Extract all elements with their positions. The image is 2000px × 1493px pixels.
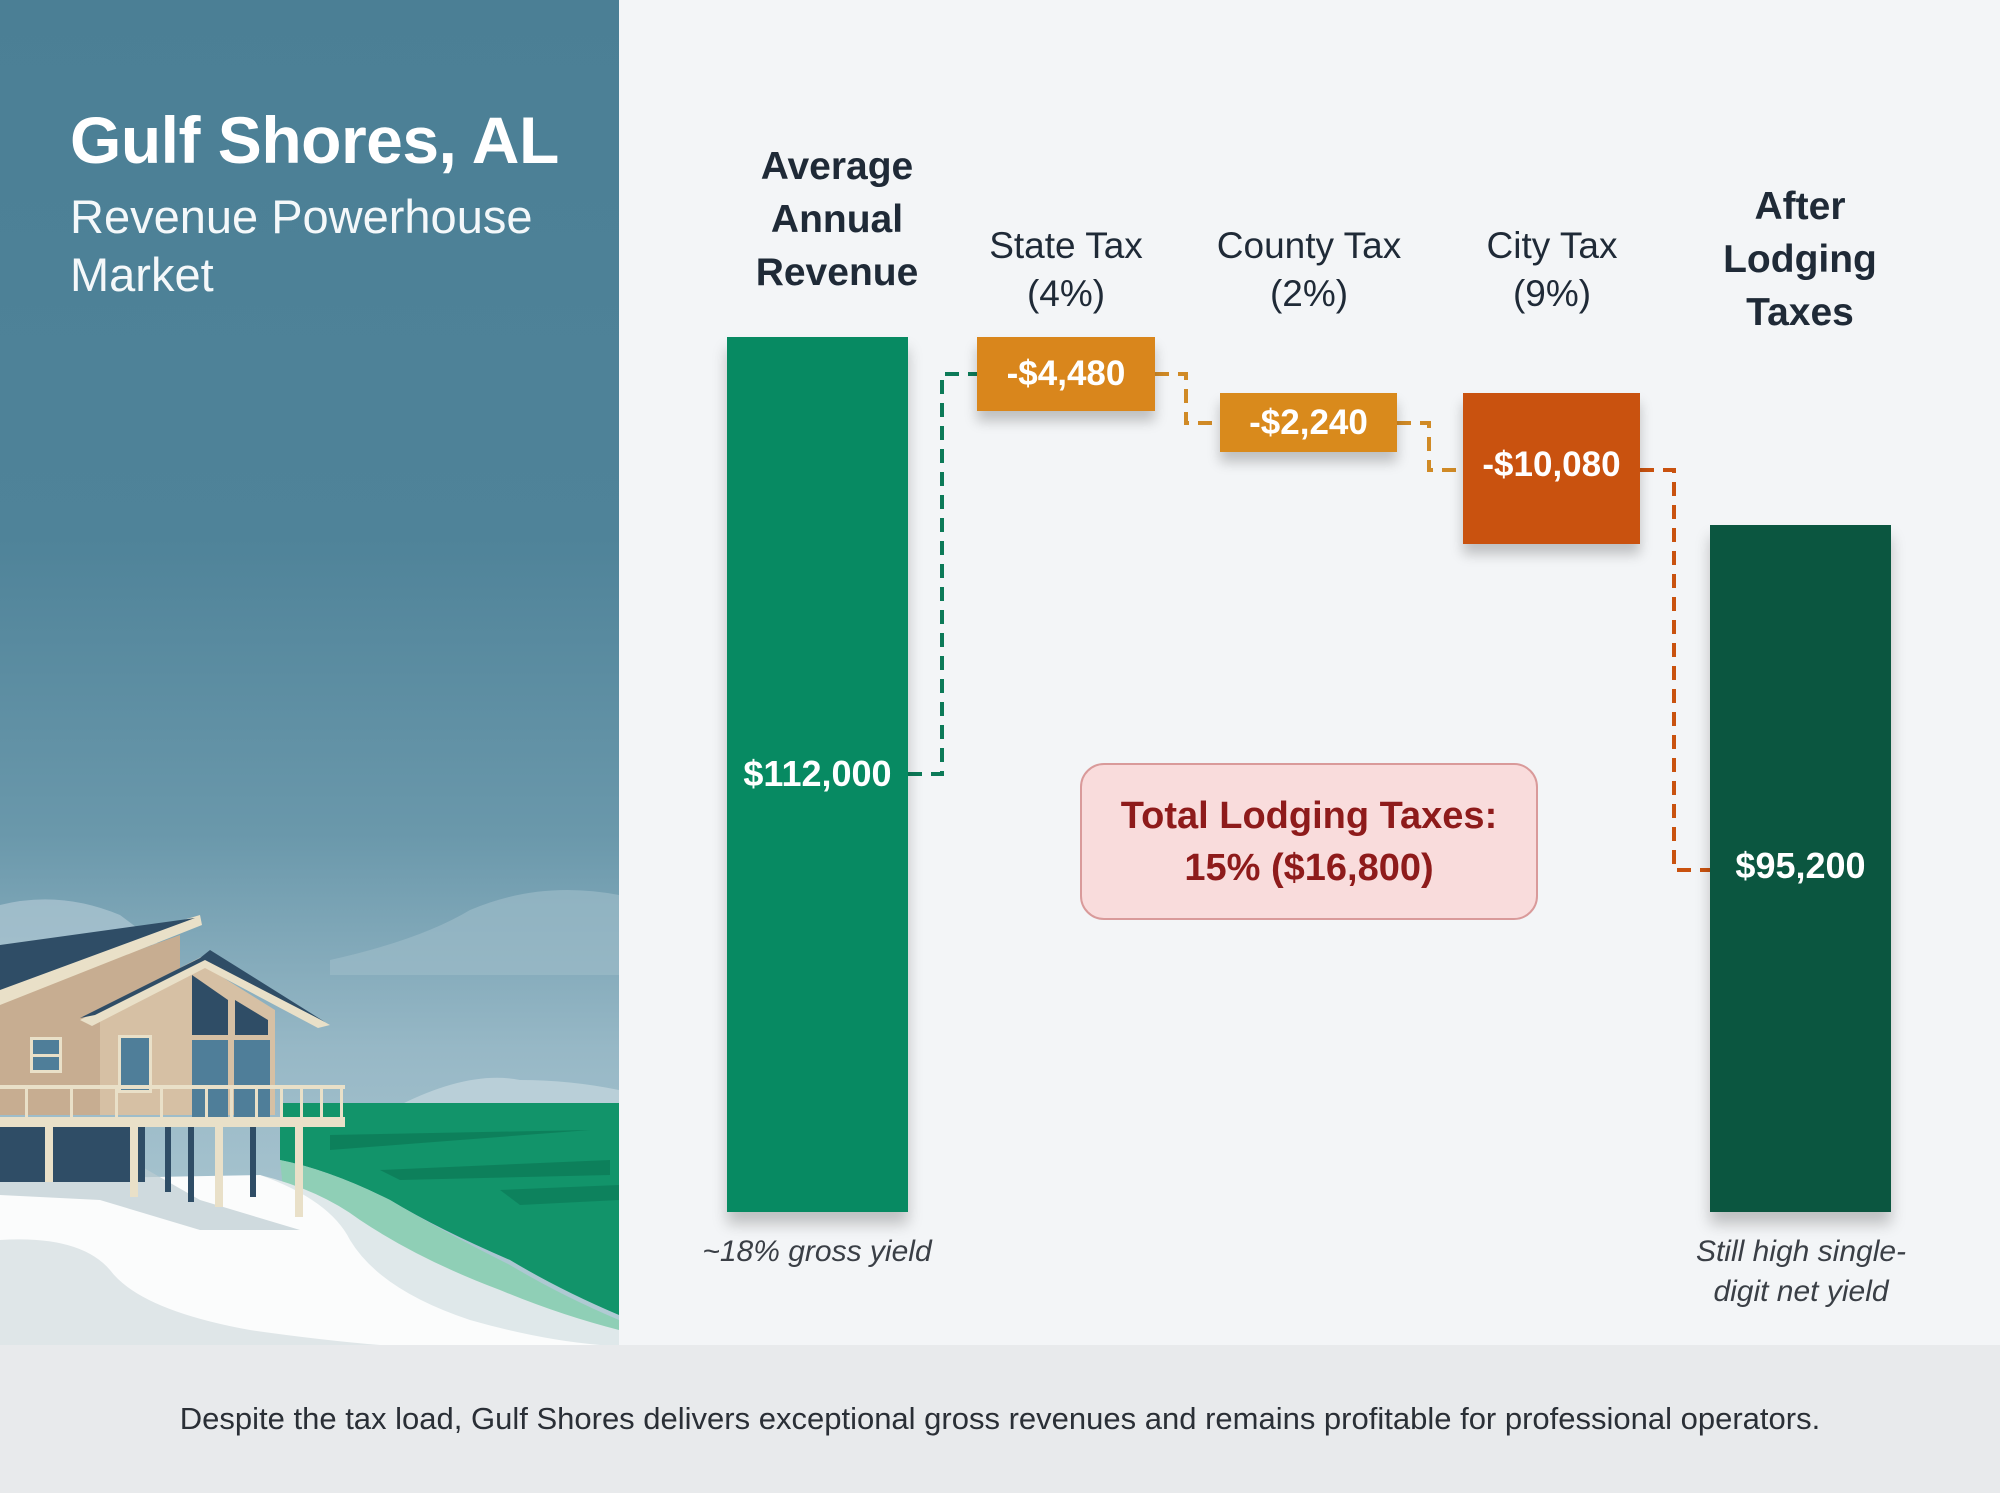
header-city-tax: City Tax (9%): [1486, 225, 1618, 314]
delta-city-tax: -$10,080: [1463, 393, 1640, 544]
waterfall-chart: Average Annual Revenue $112,000 ~18% gro…: [619, 0, 2000, 1345]
total-box-line1: Total Lodging Taxes:: [1120, 794, 1498, 837]
delta-value-county: -$2,240: [1249, 402, 1368, 442]
header-after-lodging-taxes: After Lodging Taxes: [1723, 185, 1877, 334]
footer-text: Despite the tax load, Gulf Shores delive…: [179, 1401, 1821, 1436]
beach-house-illustration-icon: [0, 890, 619, 1345]
delta-county-tax: -$2,240: [1220, 393, 1397, 452]
delta-value-city: -$10,080: [1482, 445, 1621, 484]
bar-value-after: $95,200: [1735, 845, 1866, 886]
bar-after-lodging-taxes: $95,200: [1710, 525, 1891, 1212]
header-average-annual-revenue: Average Annual Revenue: [755, 145, 919, 294]
header-county-tax: County Tax (2%): [1216, 225, 1402, 314]
hero-panel: Gulf Shores, AL Revenue Powerhouse Marke…: [0, 0, 619, 1345]
note-gross-yield: ~18% gross yield: [702, 1235, 932, 1268]
bar-average-annual-revenue: $112,000: [727, 337, 908, 1212]
delta-value-state: -$4,480: [1006, 354, 1126, 393]
hero-subtitle: Revenue Powerhouse Market: [70, 190, 533, 301]
hero-title: Gulf Shores, AL: [70, 103, 559, 177]
header-state-tax: State Tax (4%): [989, 225, 1143, 314]
bar-value-revenue: $112,000: [743, 753, 892, 794]
note-net-yield: Still high single-digit net yield: [1695, 1235, 1907, 1308]
delta-state-tax: -$4,480: [977, 337, 1155, 411]
total-lodging-taxes-box: Total Lodging Taxes: 15% ($16,800): [1080, 763, 1538, 920]
footer: Despite the tax load, Gulf Shores delive…: [0, 1345, 2000, 1493]
total-box-line2: 15% ($16,800): [1184, 846, 1434, 889]
